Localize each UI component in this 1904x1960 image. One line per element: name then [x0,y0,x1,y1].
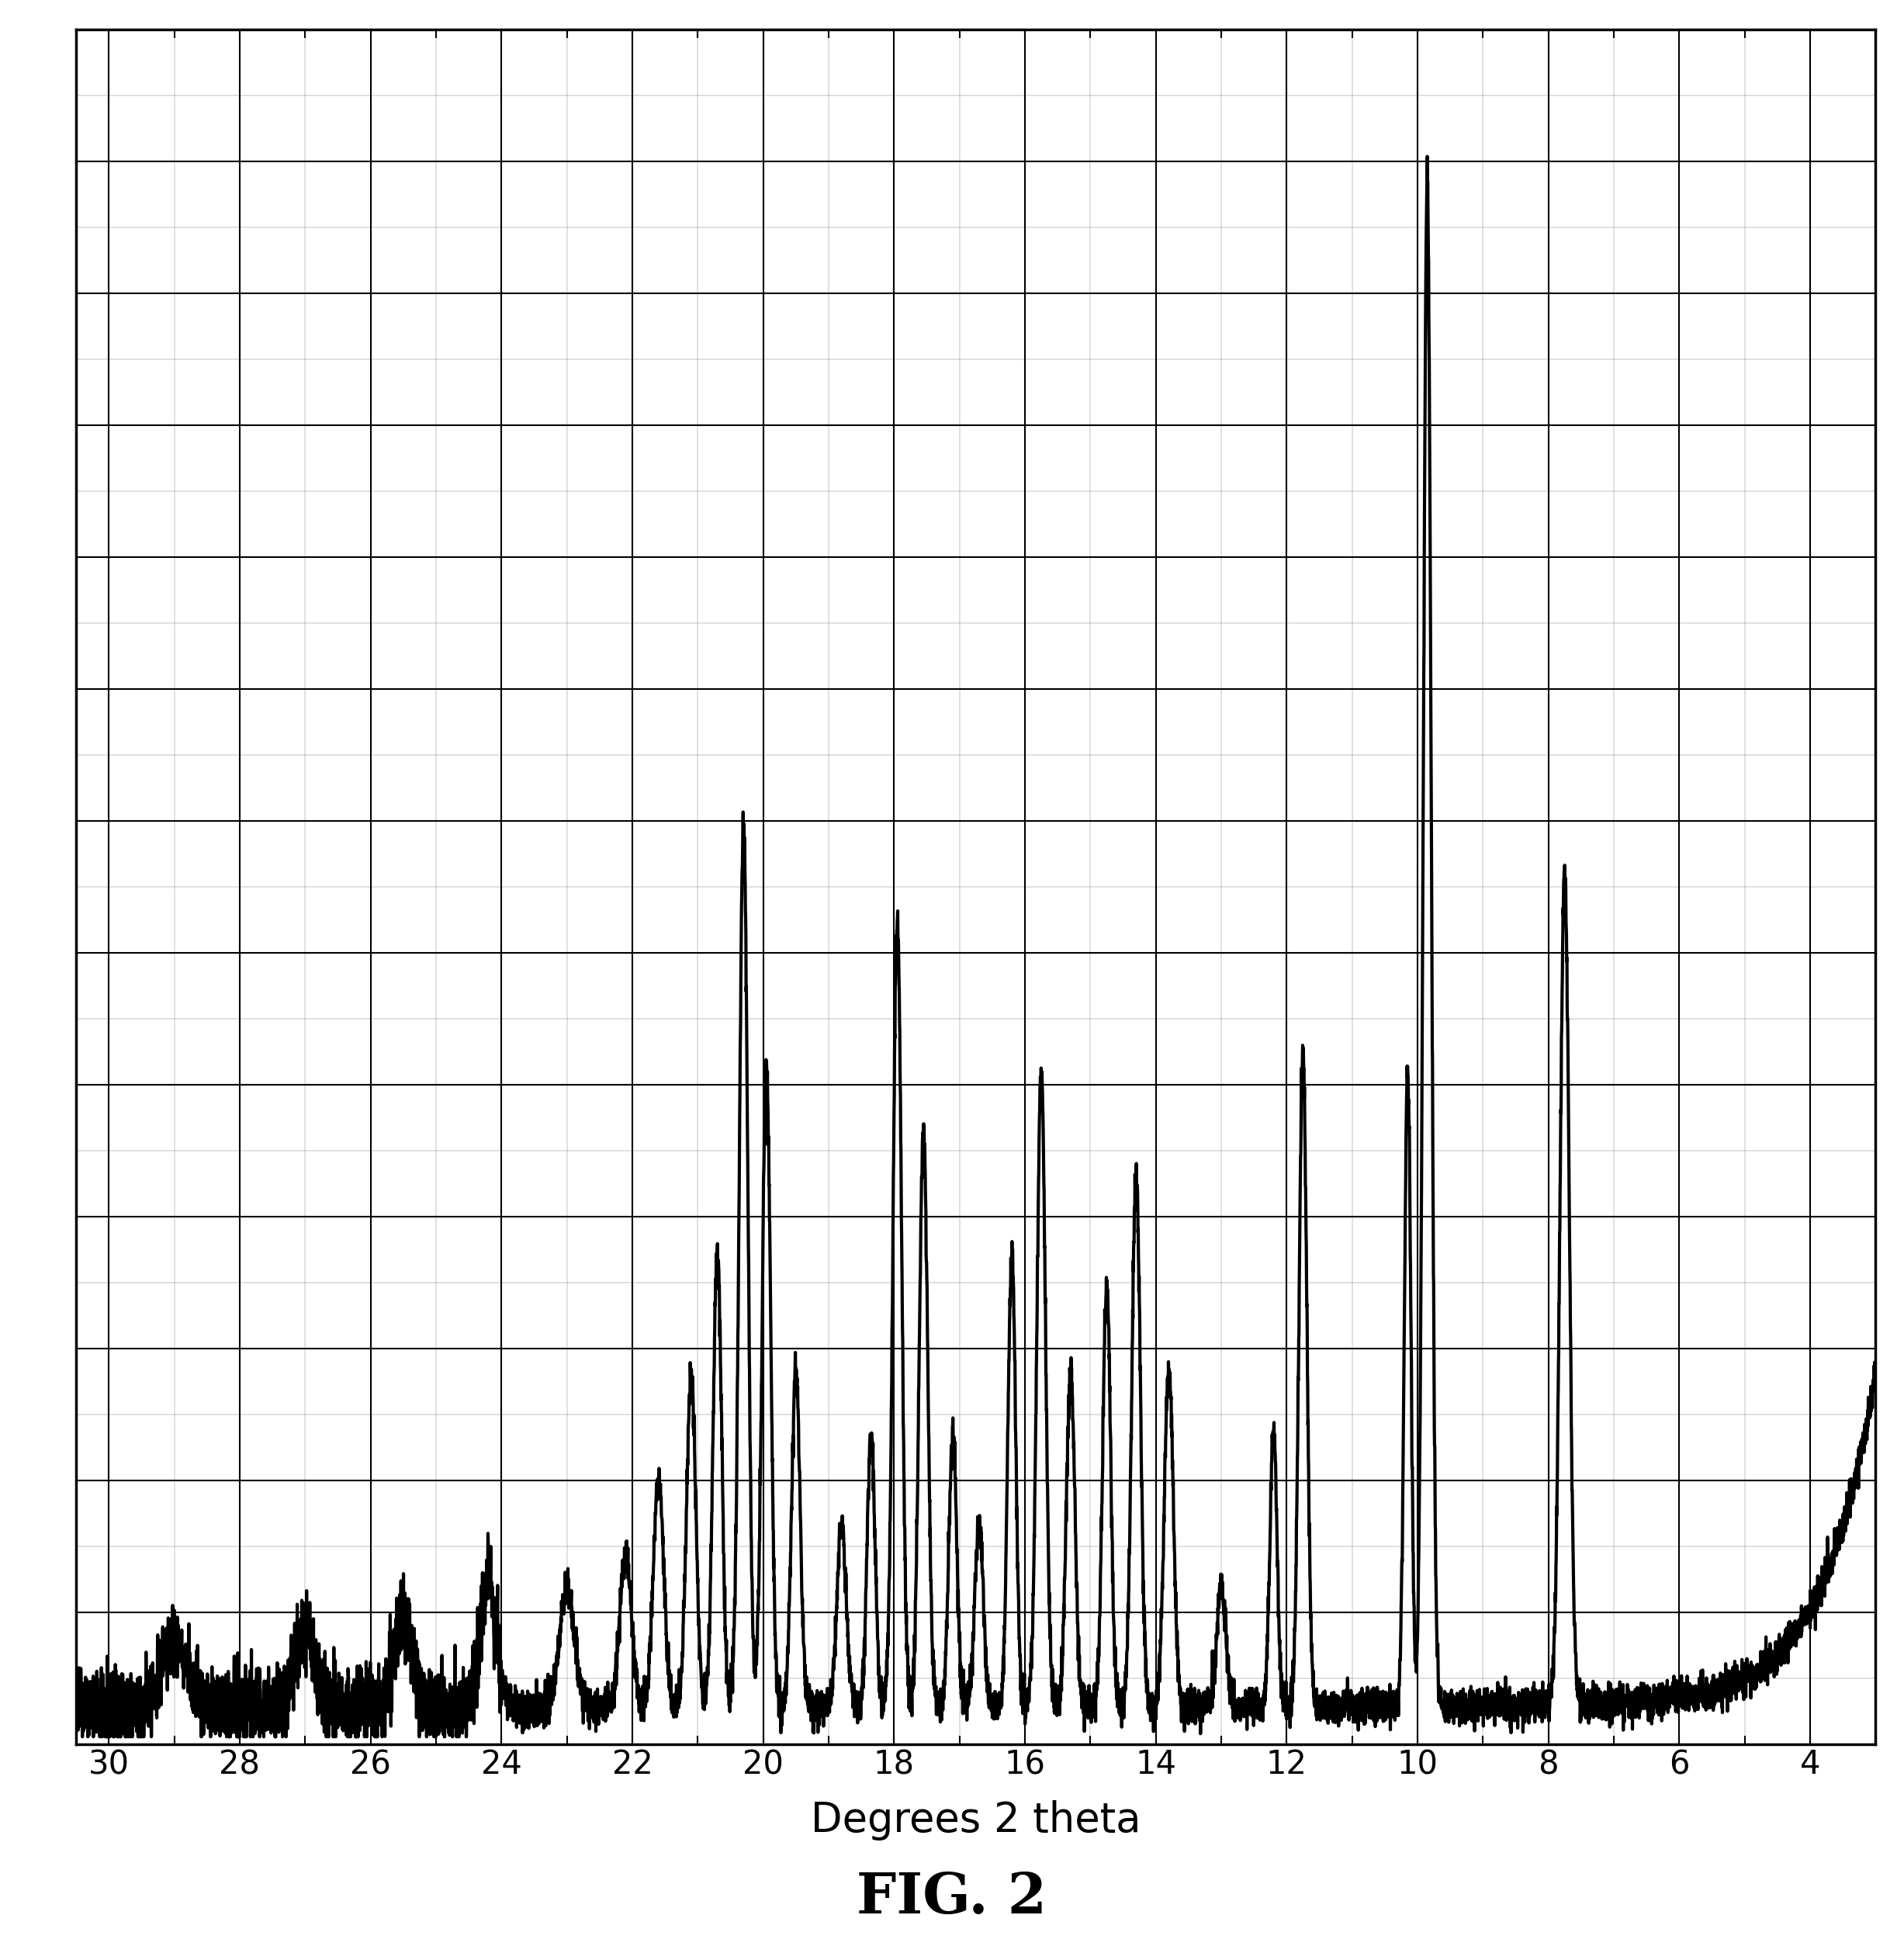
Text: FIG. 2: FIG. 2 [857,1870,1047,1925]
X-axis label: Degrees 2 theta: Degrees 2 theta [811,1799,1140,1840]
